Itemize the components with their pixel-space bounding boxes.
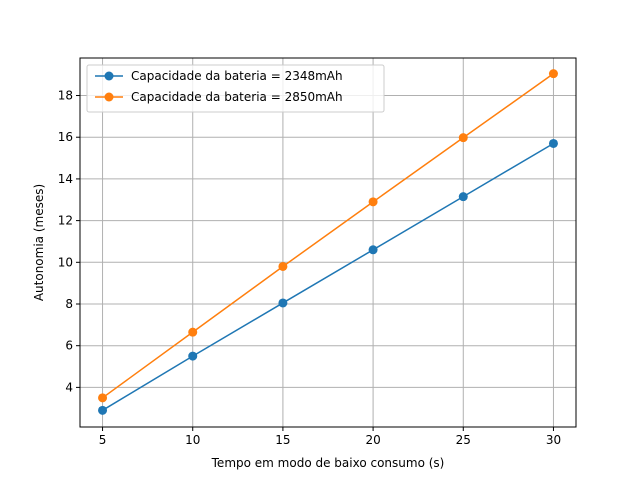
axis-ticks: 5 10 15 20 25 30 4 6 8 10 12 14 16 18 <box>58 89 561 447</box>
x-tick-label: 25 <box>456 433 471 447</box>
series-2-point <box>188 327 198 337</box>
series-layer <box>98 69 558 415</box>
y-tick-label: 8 <box>65 297 73 311</box>
y-tick-label: 14 <box>58 172 73 186</box>
series-2-point <box>458 133 468 143</box>
series-2-line <box>102 73 554 399</box>
series-2-point <box>98 393 108 403</box>
y-tick-label: 4 <box>65 380 73 394</box>
y-tick-label: 10 <box>58 255 73 269</box>
y-tick-label: 12 <box>58 214 73 228</box>
x-tick-label: 10 <box>185 433 200 447</box>
series-1-point <box>98 405 108 415</box>
y-axis-label: Autonomia (meses) <box>32 184 46 301</box>
legend-label-series-1: Capacidade da bateria = 2348mAh <box>131 69 343 83</box>
grid <box>80 58 576 427</box>
legend-box <box>86 64 385 113</box>
legend-marker-series-1 <box>104 71 114 81</box>
series-1-point <box>368 245 378 255</box>
x-tick-label: 30 <box>546 433 561 447</box>
x-axis-label: Tempo em modo de baixo consumo (s) <box>211 456 445 470</box>
series-1-line <box>102 142 554 411</box>
series-2-point <box>368 197 378 207</box>
y-tick-label: 6 <box>65 339 73 353</box>
y-tick-label: 18 <box>58 89 73 103</box>
x-tick-label: 5 <box>99 433 107 447</box>
series-1-point <box>458 192 468 202</box>
series-2-point <box>548 69 558 79</box>
x-tick-label: 20 <box>365 433 380 447</box>
legend-marker-series-2 <box>104 92 114 102</box>
series-1-point <box>188 351 198 361</box>
legend: Capacidade da bateria = 2348mAh Capacida… <box>86 64 385 113</box>
series-1-point <box>278 298 288 308</box>
series-1-point <box>548 138 558 148</box>
x-tick-label: 15 <box>275 433 290 447</box>
plot-area-frame <box>79 57 577 428</box>
series-2-point <box>278 261 288 271</box>
y-tick-label: 16 <box>58 130 73 144</box>
legend-label-series-2: Capacidade da bateria = 2850mAh <box>131 90 343 104</box>
